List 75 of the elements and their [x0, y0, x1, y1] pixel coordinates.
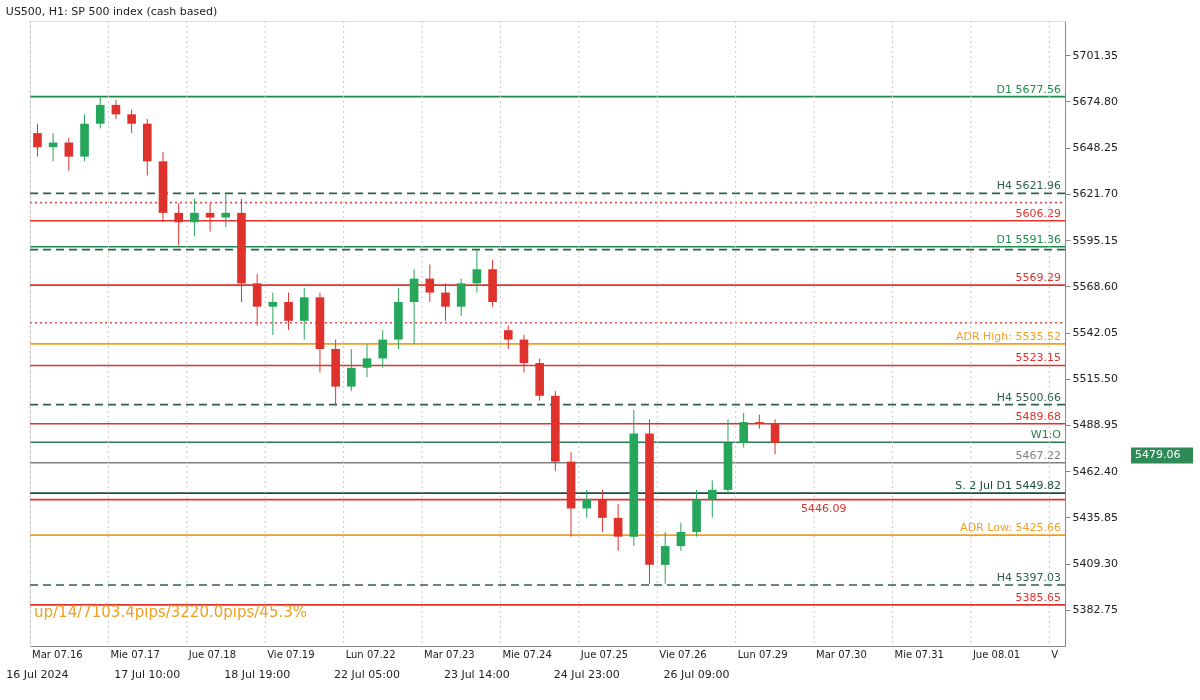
y-tick-label: 5515.50: [1072, 372, 1118, 386]
x-tick-label: 18 Jul 19:00: [224, 667, 291, 681]
candlestick: [707, 479, 717, 519]
candlestick: [64, 137, 74, 172]
text: Mie 07.17: [110, 649, 160, 660]
candlestick: [378, 329, 388, 369]
text: Jue 08.01: [971, 649, 1021, 660]
candlestick: [472, 248, 482, 294]
text: Mar 07.23: [424, 649, 475, 660]
candlestick: [676, 522, 686, 552]
ref-line-label: D1 5677.56: [996, 82, 1061, 96]
ref-line-label: H4 5397.03: [996, 571, 1061, 585]
ref-line-label: 5467.22: [1015, 448, 1061, 462]
x-tick-label: 24 Jul 23:00: [553, 667, 620, 681]
y-tick-label: 5621.70: [1072, 187, 1118, 201]
candlestick: [190, 198, 199, 237]
candlestick: [660, 531, 670, 585]
candlestick: [409, 268, 419, 345]
ref-line-label: 5606.29: [1015, 206, 1061, 220]
text: Jue 07.18: [187, 649, 237, 660]
y-tick-label: 5701.35: [1072, 48, 1118, 62]
ref-line-label: H4 5621.96: [996, 179, 1061, 193]
y-tick-label: 5462.40: [1072, 464, 1118, 478]
candlestick: [299, 287, 309, 341]
annotation: up/14/7103.4pips/3220.0pips/45.3%: [34, 603, 308, 621]
y-tick-label: 5568.60: [1072, 279, 1118, 293]
x-tick-label: 17 Jul 10:00: [114, 667, 181, 681]
ref-line-label: 5385.65: [1015, 590, 1061, 604]
text: Vie 07.19: [267, 649, 315, 660]
text: Mie 07.24: [502, 649, 552, 660]
y-tick-label: 5542.05: [1072, 326, 1118, 340]
ref-line-label: 5489.68: [1015, 409, 1061, 423]
y-tick-label: 5409.30: [1072, 557, 1118, 571]
text: Mar 07.16: [32, 649, 83, 660]
candlestick: [582, 489, 592, 519]
candlestick: [95, 96, 105, 129]
candlestick: [613, 503, 623, 552]
text: Lun 07.29: [737, 649, 788, 660]
y-tick-label: 5674.80: [1072, 94, 1118, 108]
ref-line-label: 5569.29: [1015, 271, 1061, 285]
ref-line-label: 5446.09: [801, 501, 847, 515]
text: Vie 07.26: [659, 649, 707, 660]
y-tick-label: 5488.95: [1072, 418, 1118, 432]
y-tick-label: 5648.25: [1072, 141, 1118, 155]
x-tick-label: 16 Jul 2024: [6, 667, 69, 681]
text: Jue 07.25: [579, 649, 629, 660]
candlestick: [284, 292, 293, 331]
text: 5479.06: [1135, 448, 1181, 462]
ref-line-label: H4 5500.66: [996, 390, 1061, 404]
candlestick: [347, 348, 356, 392]
ref-line-label: ADR Low: 5425.66: [960, 521, 1061, 535]
candlestick: [739, 412, 748, 449]
y-tick-label: 5595.15: [1072, 233, 1118, 247]
x-tick-label: 23 Jul 14:00: [443, 667, 510, 681]
ref-line-label: ADR High: 5535.52: [955, 329, 1061, 343]
candlestick: [503, 324, 513, 350]
text: V: [1051, 649, 1059, 660]
x-tick-label: 26 Jul 09:00: [663, 667, 730, 681]
ref-line-label: W1:O: [1030, 428, 1062, 442]
x-tick-label: 22 Jul 05:00: [334, 667, 401, 681]
y-tick-label: 5435.85: [1072, 510, 1118, 524]
candlestick: [362, 343, 372, 378]
chart-title: US500, H1: SP 500 index (cash based): [5, 4, 218, 18]
candlestick: [33, 123, 42, 158]
ref-line-label: S. 2 Jul D1 5449.82: [955, 479, 1061, 493]
candlestick: [127, 109, 136, 134]
text: Lun 07.22: [345, 649, 396, 660]
candlestick: [456, 278, 466, 317]
y-tick-label: 5382.75: [1072, 603, 1118, 617]
text: Mar 07.30: [816, 649, 867, 660]
candlestick: [221, 193, 231, 228]
text: Mie 07.31: [894, 649, 944, 660]
ref-line-label: D1 5591.36: [996, 232, 1061, 246]
ref-line-label: 5523.15: [1015, 351, 1061, 365]
candlestick: [268, 292, 278, 336]
